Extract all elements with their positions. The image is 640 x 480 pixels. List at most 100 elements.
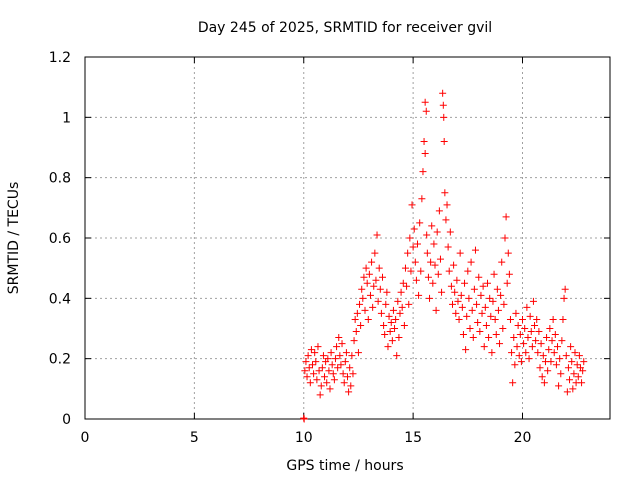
data-point (327, 349, 335, 357)
data-point (510, 334, 518, 342)
data-point (336, 352, 344, 360)
data-point (339, 370, 347, 378)
data-point (347, 382, 355, 390)
data-point (356, 300, 364, 308)
data-point (433, 228, 441, 236)
data-point (574, 373, 582, 381)
data-point (411, 258, 419, 266)
data-point (385, 312, 393, 320)
data-point (485, 334, 493, 342)
data-point (404, 249, 412, 257)
data-point (429, 279, 437, 287)
data-point (439, 101, 447, 109)
data-point (422, 107, 430, 115)
data-point (573, 361, 581, 369)
data-point (300, 415, 308, 423)
data-point (407, 267, 415, 275)
data-point (521, 325, 529, 332)
data-point (357, 321, 365, 329)
data-point (399, 279, 407, 287)
data-point (353, 309, 361, 317)
data-point (578, 379, 586, 387)
data-point (478, 309, 486, 317)
data-point (314, 343, 322, 351)
data-point (455, 315, 463, 323)
data-point (366, 291, 374, 299)
data-point (431, 261, 439, 269)
data-point (514, 321, 522, 329)
data-point (382, 300, 390, 308)
data-point (337, 361, 345, 369)
data-point (417, 267, 425, 275)
data-point (311, 349, 319, 357)
data-point (400, 321, 408, 329)
data-point (561, 285, 569, 293)
x-tick-label: 15 (404, 430, 422, 446)
data-point (428, 222, 436, 230)
data-point (301, 367, 309, 375)
data-point (397, 288, 405, 296)
data-point (500, 300, 508, 308)
data-point (562, 352, 570, 360)
data-point (354, 349, 362, 357)
data-point (306, 379, 314, 387)
data-point (496, 340, 504, 348)
data-point (537, 340, 545, 348)
data-point (463, 312, 471, 320)
data-point (307, 346, 315, 354)
data-point (533, 315, 541, 323)
data-point (513, 343, 521, 351)
y-tick-label: 0 (62, 412, 71, 428)
data-point (394, 297, 402, 305)
data-point (330, 376, 338, 384)
data-point (423, 249, 431, 257)
data-point (440, 113, 448, 121)
data-points (300, 89, 588, 423)
data-point (384, 343, 392, 351)
data-point (319, 352, 327, 360)
data-point (325, 367, 333, 375)
data-point (506, 315, 514, 323)
data-point (376, 285, 384, 293)
data-point (344, 373, 351, 381)
data-point (563, 388, 571, 396)
data-point (540, 379, 548, 387)
data-point (415, 291, 423, 299)
data-point (504, 249, 512, 257)
data-point (338, 340, 346, 348)
data-point (412, 276, 420, 284)
data-point (310, 370, 318, 378)
data-point (545, 346, 553, 354)
data-point (426, 294, 434, 302)
data-point (525, 355, 533, 363)
data-point (340, 379, 348, 387)
data-point (361, 306, 369, 314)
data-point (461, 279, 469, 287)
data-point (526, 312, 534, 320)
data-point (480, 343, 488, 351)
data-point (334, 364, 342, 372)
data-point (499, 325, 507, 332)
data-point (401, 264, 409, 272)
data-point (571, 349, 579, 357)
data-point (440, 137, 448, 145)
data-point (516, 331, 524, 339)
grid (85, 57, 610, 419)
data-point (488, 349, 496, 357)
data-point (375, 264, 383, 272)
data-point (559, 315, 567, 323)
data-point (486, 294, 494, 302)
data-point (309, 361, 316, 369)
data-point (543, 334, 551, 342)
data-point (458, 303, 466, 311)
data-point (370, 282, 378, 290)
data-point (341, 358, 349, 366)
data-point (408, 201, 416, 209)
data-point (418, 195, 426, 203)
data-point (430, 240, 438, 248)
data-point (377, 309, 385, 317)
data-point (487, 312, 495, 320)
data-point (449, 300, 456, 308)
data-point (348, 352, 356, 360)
data-point (539, 352, 547, 360)
